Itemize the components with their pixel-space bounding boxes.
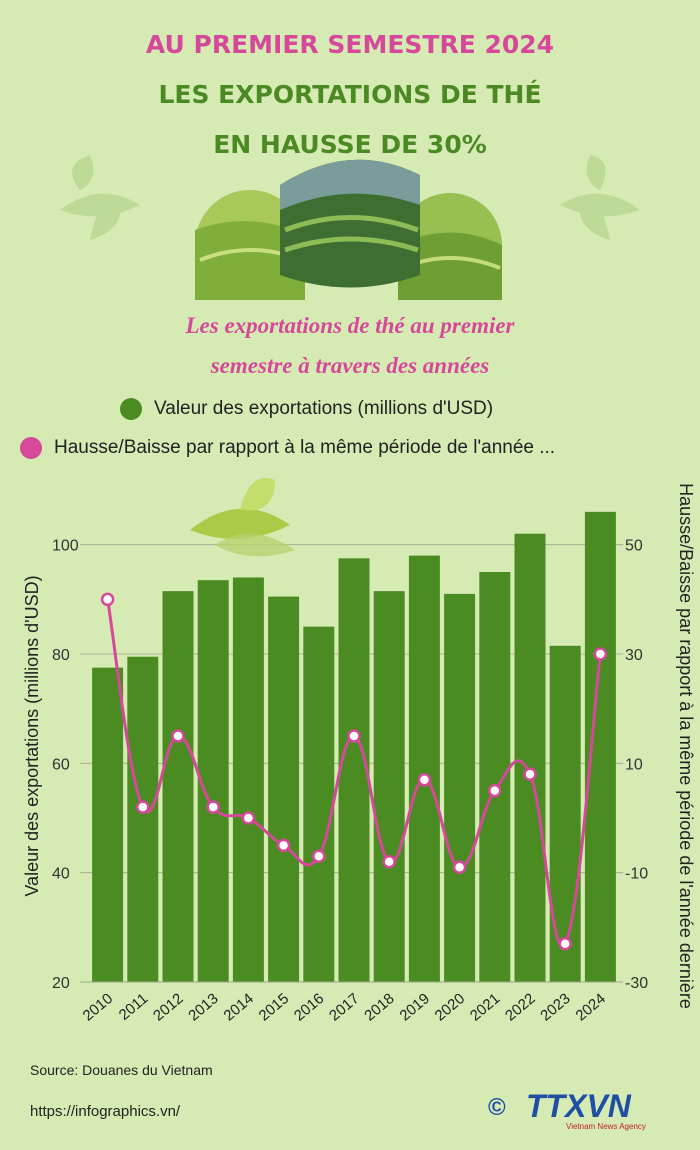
legend-pink-dot-icon bbox=[20, 437, 42, 459]
line-point bbox=[523, 767, 537, 782]
line-point bbox=[347, 729, 361, 743]
y-left-tick-label: 80 bbox=[52, 647, 70, 664]
title-line-1: AU PREMIER SEMESTRE 2024 bbox=[145, 30, 555, 59]
x-tick-label: 2015 bbox=[256, 990, 292, 1024]
line-point bbox=[558, 936, 572, 951]
chart-subtitle-line-1: Les exportations de thé au premier bbox=[185, 313, 515, 338]
bar bbox=[303, 626, 335, 982]
bar bbox=[373, 591, 405, 982]
y-right-tick-label: 50 bbox=[625, 538, 643, 555]
y-right-axis-title: Hausse/Baisse par rapport à la même péri… bbox=[676, 483, 696, 1009]
x-tick-label: 2023 bbox=[537, 990, 573, 1024]
ttxvn-logo: © TTXVN Vietnam News Agency bbox=[488, 1088, 646, 1131]
y-left-tick-label: 20 bbox=[52, 975, 70, 992]
y-left-tick-label: 40 bbox=[52, 866, 70, 883]
line-point bbox=[452, 860, 467, 874]
legend-label-line: Hausse/Baisse par rapport à la même péri… bbox=[54, 437, 556, 458]
x-tick-label: 2013 bbox=[185, 990, 221, 1024]
leaf-shape bbox=[190, 508, 290, 539]
leaf-shape bbox=[215, 533, 295, 557]
line-point bbox=[382, 854, 396, 869]
x-tick-label: 2012 bbox=[150, 990, 186, 1024]
line-point bbox=[241, 811, 256, 825]
line-point bbox=[417, 772, 432, 787]
bar bbox=[584, 511, 616, 982]
x-tick-label: 2017 bbox=[326, 990, 362, 1024]
bar bbox=[162, 591, 194, 982]
y-right-tick-label: -30 bbox=[625, 975, 648, 992]
tea-hills-illustration bbox=[60, 155, 640, 300]
bar bbox=[197, 580, 229, 982]
bar bbox=[232, 577, 264, 982]
x-tick-label: 2010 bbox=[80, 990, 116, 1024]
website-link[interactable]: https://infographics.vn/ bbox=[30, 1103, 181, 1120]
hill-circle-right bbox=[398, 193, 502, 300]
tea-leaf-left-icon bbox=[60, 155, 140, 240]
line-point bbox=[593, 647, 608, 661]
bar bbox=[514, 533, 546, 982]
leaf-shape bbox=[240, 478, 275, 511]
x-tick-label: 2021 bbox=[467, 990, 503, 1024]
legend-label-bars: Valeur des exportations (millions d'USD) bbox=[154, 398, 494, 419]
title-line-2: LES EXPORTATIONS DE THÉ bbox=[158, 80, 542, 109]
x-tick-label: 2018 bbox=[361, 990, 397, 1024]
copyright-symbol: © bbox=[488, 1094, 506, 1121]
bar bbox=[479, 572, 511, 982]
chart-subtitle-line-2: semestre à travers des années bbox=[210, 353, 490, 378]
line-point bbox=[206, 800, 220, 814]
title-line-3: EN HAUSSE DE 30% bbox=[213, 130, 487, 159]
y-right-tick-label: 30 bbox=[625, 647, 643, 664]
bar bbox=[338, 558, 370, 982]
y-right-tick-label: -10 bbox=[625, 866, 648, 883]
line-point bbox=[100, 592, 115, 607]
legend-item-line: Hausse/Baisse par rapport à la même péri… bbox=[20, 437, 694, 459]
hill-circle-left bbox=[195, 190, 305, 300]
x-tick-label: 2019 bbox=[396, 990, 432, 1024]
legend-item-bars: Valeur des exportations (millions d'USD) bbox=[120, 398, 493, 420]
bar bbox=[444, 593, 476, 982]
bar bbox=[92, 667, 124, 982]
hill-circle-center bbox=[280, 159, 420, 288]
legend-green-dot-icon bbox=[120, 398, 142, 420]
tea-leaf-right-icon bbox=[560, 155, 640, 240]
tea-leaf-decoration-icon bbox=[190, 478, 295, 557]
y-right-tick-label: 10 bbox=[625, 756, 643, 773]
line-point bbox=[312, 849, 326, 864]
source-text: Source: Douanes du Vietnam bbox=[30, 1062, 213, 1078]
x-tick-label: 2011 bbox=[116, 990, 152, 1024]
x-tick-label: 2024 bbox=[572, 990, 608, 1024]
line-point bbox=[276, 838, 291, 853]
line-point bbox=[488, 783, 502, 798]
y-left-tick-label: 60 bbox=[52, 756, 70, 773]
bar bbox=[127, 656, 159, 982]
x-tick-label: 2022 bbox=[502, 990, 538, 1024]
logo-text: TTXVN bbox=[526, 1088, 632, 1124]
line-point bbox=[171, 729, 185, 743]
x-tick-label: 2016 bbox=[291, 990, 327, 1024]
bar bbox=[408, 555, 440, 982]
bar bbox=[268, 596, 300, 982]
line-point bbox=[136, 800, 150, 814]
y-left-axis-title: Valeur des exportations (millions d'USD) bbox=[22, 575, 42, 896]
x-tick-label: 2020 bbox=[432, 990, 468, 1024]
x-tick-label: 2014 bbox=[220, 990, 256, 1024]
y-left-tick-label: 100 bbox=[52, 538, 79, 555]
logo-subtext: Vietnam News Agency bbox=[566, 1122, 646, 1131]
